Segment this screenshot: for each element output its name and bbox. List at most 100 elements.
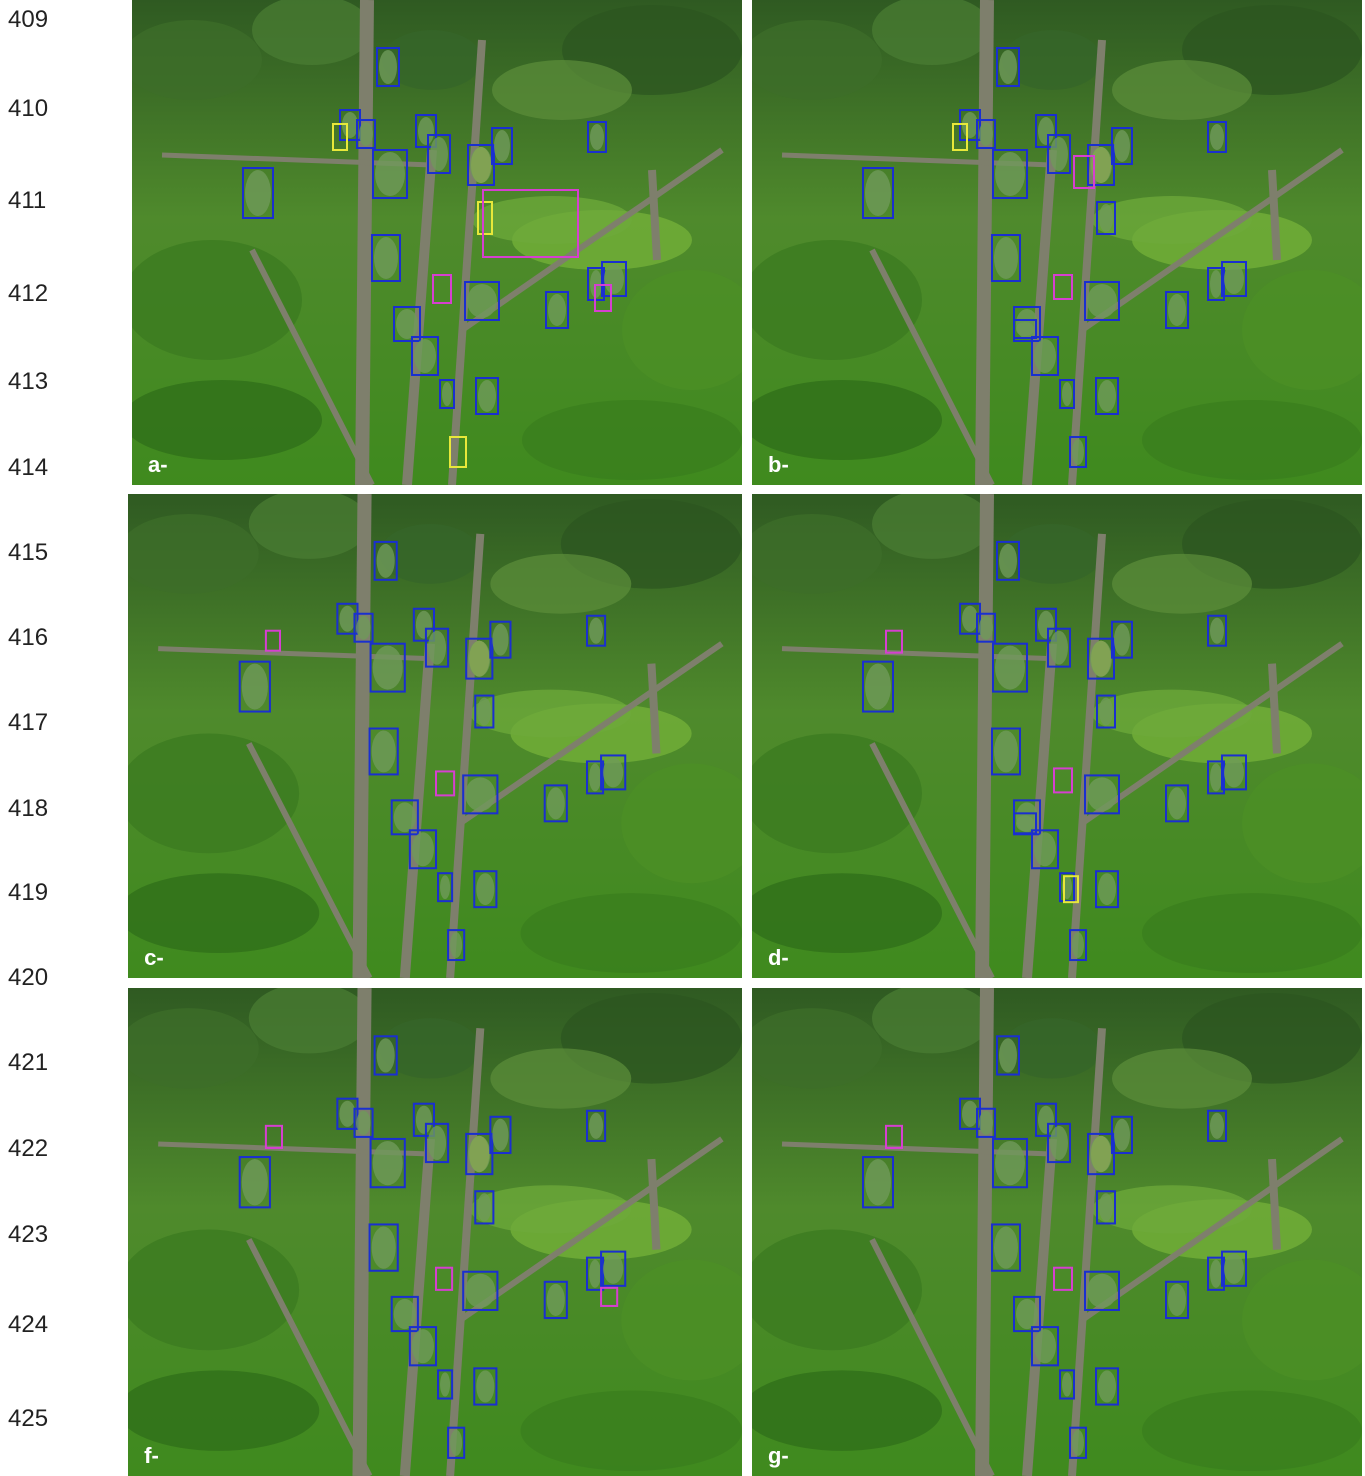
pod — [1016, 815, 1034, 831]
pod — [373, 646, 403, 690]
line-number: 409 — [8, 8, 56, 32]
pod — [450, 1430, 462, 1456]
pod — [1062, 1372, 1072, 1396]
pod — [603, 757, 623, 787]
pod — [418, 117, 434, 145]
pod — [1168, 1284, 1186, 1316]
pod — [1087, 777, 1117, 811]
line-number: 422 — [8, 1137, 56, 1161]
pod — [428, 1126, 446, 1160]
pod — [865, 664, 891, 710]
photo-panel: f- — [128, 988, 742, 1476]
pod — [477, 698, 491, 726]
foliage — [1142, 1390, 1362, 1470]
branch — [652, 170, 657, 260]
pod — [442, 382, 452, 406]
pod — [242, 664, 268, 710]
pod — [962, 606, 978, 632]
pod — [1224, 1254, 1244, 1284]
branch — [982, 988, 987, 1476]
pod — [994, 237, 1018, 279]
pod — [375, 152, 405, 196]
pod — [589, 763, 601, 791]
pod — [356, 616, 370, 640]
panel-label: b- — [768, 452, 789, 477]
pod — [1114, 1119, 1130, 1151]
line-number: 419 — [8, 881, 56, 905]
line-number: 420 — [8, 966, 56, 990]
pod — [492, 1119, 508, 1151]
branch — [360, 988, 365, 1476]
pod — [1090, 1136, 1112, 1172]
pod — [1099, 1193, 1113, 1221]
foliage — [522, 400, 742, 480]
pod — [589, 1113, 603, 1139]
pod — [1210, 1113, 1224, 1139]
foliage — [380, 1018, 481, 1078]
pod — [468, 641, 490, 677]
pod — [865, 170, 891, 216]
foliage — [490, 1048, 631, 1108]
pod — [589, 618, 603, 644]
pod — [245, 170, 271, 216]
line-number: 411 — [8, 189, 56, 213]
pod — [995, 646, 1025, 690]
pod — [1224, 757, 1244, 787]
pod — [1038, 611, 1054, 639]
pod — [604, 264, 624, 294]
line-number: 412 — [8, 282, 56, 306]
foliage — [1142, 893, 1362, 973]
foliage — [1002, 1018, 1102, 1078]
pod — [1099, 698, 1113, 726]
branch — [360, 494, 365, 978]
line-number: 410 — [8, 97, 56, 121]
pod — [465, 777, 495, 811]
pod — [979, 1111, 993, 1135]
pod — [1016, 1299, 1038, 1329]
pod — [999, 1038, 1017, 1072]
pod — [428, 631, 446, 665]
pod — [414, 339, 436, 373]
line-number: 425 — [8, 1407, 56, 1431]
pod — [1210, 763, 1222, 791]
panel-label: c- — [144, 945, 164, 970]
pod — [1210, 270, 1222, 298]
pod — [962, 1101, 978, 1127]
pod — [547, 787, 565, 819]
foliage — [490, 554, 631, 614]
pod — [1224, 264, 1244, 294]
pod — [478, 380, 496, 412]
photo-panel: a- — [132, 0, 742, 485]
panel-label: d- — [768, 945, 789, 970]
pod — [1072, 439, 1084, 465]
pod — [440, 1372, 450, 1396]
pod — [416, 1106, 432, 1134]
pod — [1016, 322, 1034, 336]
pod — [1168, 787, 1186, 819]
pod — [1034, 1329, 1056, 1363]
pod — [394, 802, 416, 832]
page: 4094104114124134144154164174184194204214… — [0, 0, 1365, 1476]
pod — [412, 832, 434, 866]
pod — [1210, 124, 1224, 150]
foliage — [380, 524, 481, 584]
pod — [412, 1329, 434, 1363]
line-number: 413 — [8, 370, 56, 394]
foliage — [521, 1390, 742, 1470]
pod — [372, 1226, 396, 1268]
pod — [242, 1159, 268, 1205]
pod — [476, 873, 494, 905]
pod — [548, 294, 566, 326]
foliage — [1142, 400, 1362, 480]
pod — [589, 1260, 601, 1288]
pod — [1050, 137, 1068, 171]
pod — [374, 237, 398, 279]
pod — [394, 1299, 416, 1329]
pod — [995, 1141, 1025, 1185]
pod — [1210, 618, 1224, 644]
pod — [465, 1274, 495, 1308]
pod — [999, 50, 1017, 84]
pod — [1087, 1274, 1117, 1308]
photo-panel: b- — [752, 0, 1362, 485]
pod — [440, 875, 450, 899]
